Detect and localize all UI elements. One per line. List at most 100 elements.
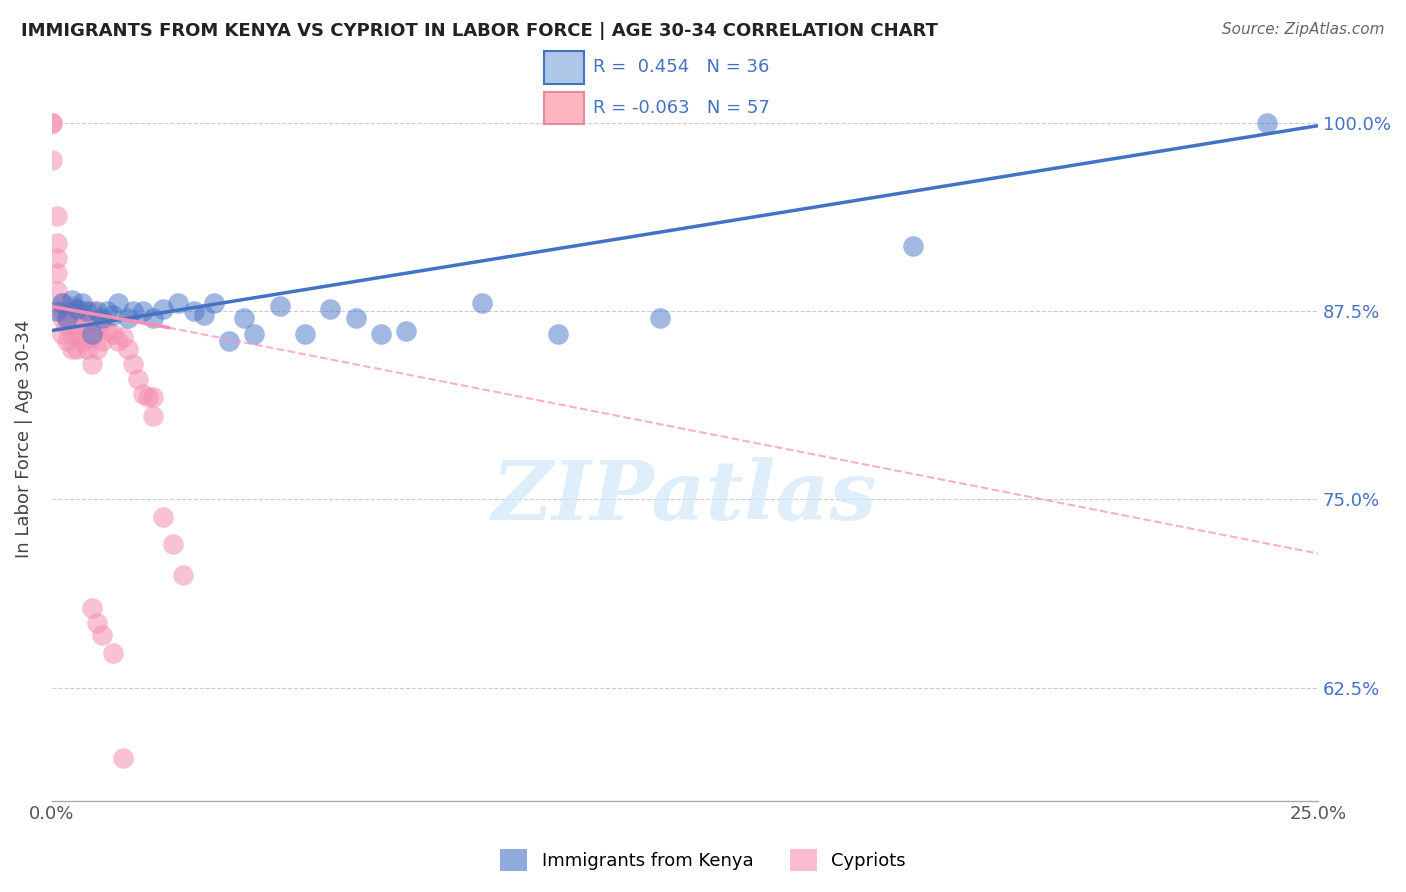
Point	[56, 311, 79, 326]
Text: ZIPatlas: ZIPatlas	[492, 457, 877, 537]
Point	[107, 296, 129, 310]
Point	[45, 285, 67, 299]
Point	[82, 357, 104, 371]
Point	[121, 304, 143, 318]
Point	[45, 304, 67, 318]
Point	[183, 304, 205, 318]
Point	[172, 567, 194, 582]
Point	[41, 115, 63, 129]
Point	[91, 334, 114, 348]
Point	[202, 296, 225, 310]
Point	[117, 342, 139, 356]
Point	[60, 342, 83, 356]
Point	[45, 236, 67, 251]
Point	[648, 311, 671, 326]
Y-axis label: In Labor Force | Age 30-34: In Labor Force | Age 30-34	[15, 320, 32, 558]
Point	[86, 319, 108, 334]
Point	[82, 600, 104, 615]
Text: R =  0.454   N = 36: R = 0.454 N = 36	[593, 59, 769, 77]
Point	[132, 304, 155, 318]
Point	[111, 751, 134, 765]
Text: IMMIGRANTS FROM KENYA VS CYPRIOT IN LABOR FORCE | AGE 30-34 CORRELATION CHART: IMMIGRANTS FROM KENYA VS CYPRIOT IN LABO…	[21, 22, 938, 40]
Point	[86, 342, 108, 356]
Point	[117, 311, 139, 326]
Point	[142, 311, 165, 326]
Point	[218, 334, 240, 348]
Point	[152, 302, 174, 317]
Point	[70, 311, 93, 326]
Point	[56, 304, 79, 318]
Point	[91, 314, 114, 328]
Point	[101, 646, 124, 660]
Point	[60, 293, 83, 308]
Bar	[544, 92, 583, 124]
Point	[101, 309, 124, 323]
Bar	[544, 52, 583, 84]
Point	[66, 304, 89, 318]
Point	[91, 311, 114, 326]
Point	[101, 326, 124, 341]
Text: R = -0.063   N = 57: R = -0.063 N = 57	[593, 99, 770, 117]
Point	[51, 304, 73, 318]
Point	[51, 326, 73, 341]
Point	[51, 296, 73, 310]
Point	[142, 409, 165, 424]
Point	[70, 296, 93, 310]
Point	[66, 342, 89, 356]
Point	[66, 311, 89, 326]
Point	[60, 304, 83, 318]
Point	[66, 302, 89, 317]
Point	[56, 311, 79, 326]
Point	[269, 300, 291, 314]
Point	[127, 372, 149, 386]
Point	[76, 324, 98, 338]
Point	[45, 209, 67, 223]
Point	[86, 304, 108, 318]
Point	[243, 326, 266, 341]
Point	[344, 311, 367, 326]
Point	[60, 300, 83, 314]
Point	[162, 537, 184, 551]
Point	[370, 326, 392, 341]
Point	[91, 628, 114, 642]
Point	[45, 252, 67, 266]
Point	[121, 357, 143, 371]
Text: Source: ZipAtlas.com: Source: ZipAtlas.com	[1222, 22, 1385, 37]
Point	[41, 153, 63, 168]
Point	[96, 324, 118, 338]
Point	[395, 324, 418, 338]
Point	[70, 334, 93, 348]
Point	[45, 266, 67, 280]
Point	[107, 334, 129, 348]
Point	[96, 304, 118, 318]
Point	[132, 387, 155, 401]
Point	[82, 326, 104, 341]
Point	[193, 309, 215, 323]
Legend: Immigrants from Kenya, Cypriots: Immigrants from Kenya, Cypriots	[494, 842, 912, 879]
Point	[294, 326, 316, 341]
Point	[51, 296, 73, 310]
Point	[111, 329, 134, 343]
Point	[51, 311, 73, 326]
Point	[233, 311, 256, 326]
Point	[76, 342, 98, 356]
Point	[70, 304, 93, 318]
Point	[82, 304, 104, 318]
Point	[1256, 115, 1278, 129]
Point	[56, 319, 79, 334]
Point	[152, 510, 174, 524]
Point	[319, 302, 342, 317]
Point	[82, 329, 104, 343]
Point	[60, 326, 83, 341]
Point	[547, 326, 569, 341]
Point	[471, 296, 494, 310]
Point	[142, 390, 165, 404]
Point	[51, 304, 73, 318]
Point	[76, 304, 98, 318]
Point	[56, 334, 79, 348]
Point	[66, 326, 89, 341]
Point	[901, 239, 924, 253]
Point	[136, 390, 159, 404]
Point	[76, 314, 98, 328]
Point	[41, 115, 63, 129]
